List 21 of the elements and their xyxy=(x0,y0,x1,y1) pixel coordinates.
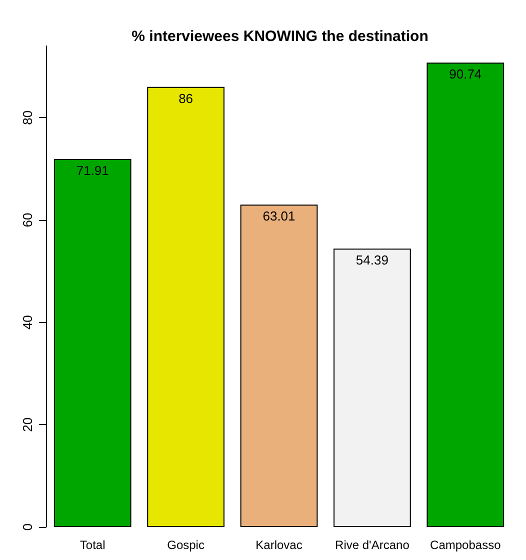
x-tick-label: Total xyxy=(80,538,106,552)
x-tick-label: Campobasso xyxy=(430,538,502,552)
data-label: 71.91 xyxy=(76,163,109,178)
bar xyxy=(54,159,132,527)
x-tick-label: Rive d'Arcano xyxy=(335,538,410,552)
bar xyxy=(147,86,224,527)
y-tick-label: 60 xyxy=(20,212,35,228)
data-label: 54.39 xyxy=(356,252,388,268)
data-label: 63.01 xyxy=(262,208,296,224)
x-tick-label: Karlovac xyxy=(256,538,302,552)
bar xyxy=(426,62,504,527)
bar xyxy=(240,204,318,527)
y-tick-label: 40 xyxy=(20,315,35,330)
chart-title: % interviewees KNOWING the destination xyxy=(132,28,428,45)
y-tick-label: 0 xyxy=(20,523,35,531)
data-label: 90.74 xyxy=(449,66,482,82)
data-label: 86 xyxy=(178,90,194,106)
y-tick-label: 20 xyxy=(20,417,35,432)
bar xyxy=(334,248,411,527)
x-tick-label: Gospic xyxy=(167,538,204,552)
y-tick-label: 80 xyxy=(20,110,35,125)
